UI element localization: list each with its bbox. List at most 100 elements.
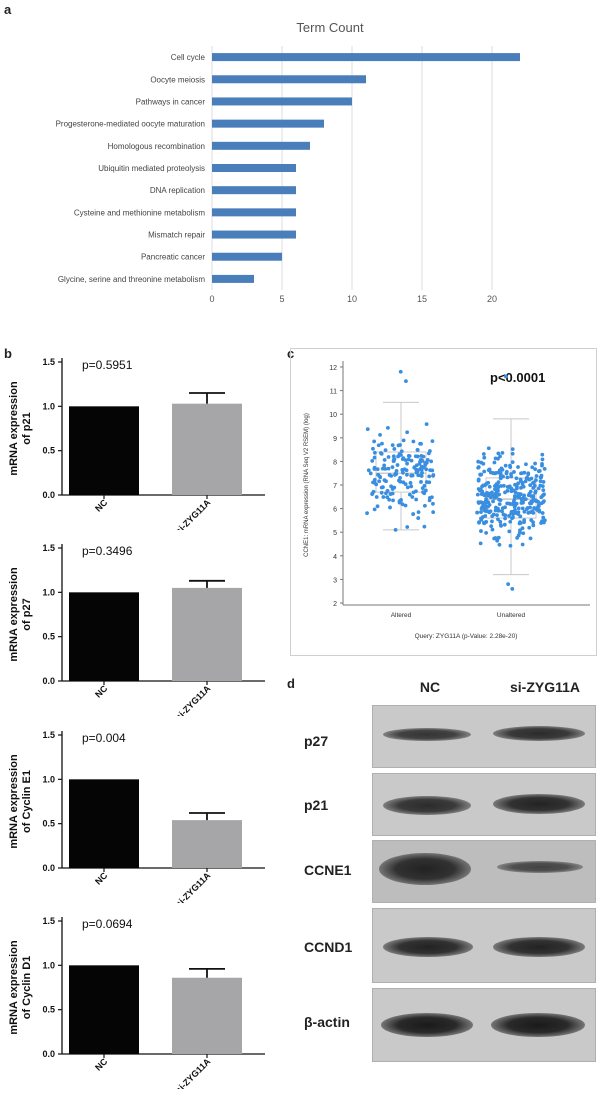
data-point: [419, 480, 423, 484]
category-label: Glycine, serine and threonine metabolism: [58, 275, 206, 284]
x-tick-label: si-ZYG11A: [174, 683, 213, 716]
data-point: [495, 538, 500, 543]
bar: [212, 53, 520, 62]
data-point: [506, 582, 511, 587]
data-point: [505, 488, 510, 493]
data-point: [383, 448, 388, 453]
panel-label-a: a: [4, 2, 12, 17]
data-point: [478, 541, 483, 546]
y-tick-label: 1.0: [42, 587, 55, 597]
data-point: [525, 507, 529, 512]
data-point: [382, 478, 387, 483]
data-point: [414, 489, 418, 494]
bar: [172, 820, 242, 868]
data-point: [528, 510, 533, 515]
data-point: [427, 498, 432, 503]
data-point: [396, 443, 401, 448]
data-point: [522, 520, 526, 525]
y-tick-label: 12: [329, 365, 337, 372]
y-tick-label: 8: [333, 459, 337, 466]
data-point: [540, 452, 545, 457]
data-point: [417, 461, 422, 466]
cyclin-e1-expression-chart: mRNA expressionof Cyclin E1 0.0 0.5 1.0 1.5 p…: [8, 730, 265, 903]
data-point: [518, 492, 523, 497]
data-point: [500, 509, 504, 514]
data-point: [496, 508, 501, 513]
data-point: [497, 492, 502, 497]
y-tick-label: 3: [333, 577, 337, 584]
data-point: [496, 517, 500, 522]
western-blot-panel: NC si-ZYG11A p27 p21 CCNE1 CCND1 β-actin: [290, 676, 600, 1113]
bar: [69, 965, 139, 1054]
data-point: [400, 468, 405, 472]
data-point: [512, 496, 517, 501]
data-point: [496, 470, 501, 475]
x-tick-label: NC: [93, 870, 110, 887]
data-point: [479, 529, 483, 533]
data-point: [490, 490, 494, 495]
x-tick-label: 10: [347, 294, 357, 304]
data-point: [512, 504, 517, 509]
data-point: [411, 512, 416, 516]
data-point: [510, 447, 515, 451]
data-point: [490, 514, 495, 519]
data-point: [498, 519, 503, 524]
category-label: Pathways in cancer: [136, 97, 206, 106]
data-point: [489, 495, 493, 500]
data-point: [410, 495, 415, 499]
data-point: [420, 470, 424, 475]
blot-label-beta-actin: β-actin: [304, 1014, 350, 1030]
data-point: [425, 457, 430, 462]
bar: [212, 97, 352, 106]
data-point: [419, 453, 424, 458]
data-point: [499, 484, 503, 488]
data-point: [531, 486, 536, 490]
data-point: [503, 516, 507, 521]
data-point: [496, 451, 501, 456]
data-point: [397, 499, 402, 504]
data-point: [405, 472, 409, 477]
data-point: [519, 501, 524, 505]
y-tick-label: 0.0: [42, 863, 55, 873]
data-point: [386, 466, 391, 471]
bar: [212, 274, 254, 283]
x-tick-label: Altered: [391, 612, 412, 619]
data-point: [500, 450, 505, 455]
data-point: [496, 456, 500, 461]
y-tick-label: 0.5: [42, 1005, 55, 1015]
data-point: [405, 485, 410, 490]
data-point: [475, 510, 480, 515]
blot-strip-beta-actin: [372, 988, 596, 1062]
data-point: [491, 499, 495, 504]
data-point: [427, 474, 432, 479]
data-point: [380, 441, 384, 446]
data-point: [405, 461, 409, 466]
data-point: [391, 498, 395, 503]
data-point: [422, 503, 427, 508]
data-point: [502, 522, 507, 527]
y-tick-label: 5: [333, 530, 337, 537]
data-point: [490, 527, 495, 532]
data-point: [387, 473, 392, 477]
data-point: [528, 505, 532, 510]
x-tick-label: NC: [93, 497, 110, 514]
bar: [69, 406, 139, 495]
data-point: [375, 467, 380, 472]
data-point: [388, 492, 393, 496]
data-point: [507, 529, 512, 534]
data-point: [538, 479, 543, 484]
data-point: [365, 511, 369, 516]
data-point: [497, 502, 502, 507]
data-point: [396, 454, 400, 459]
data-point: [374, 482, 379, 487]
blot-strip-p27: [372, 705, 596, 768]
y-tick-label: 0.0: [42, 676, 55, 686]
y-axis-label: mRNA expressionof Cyclin D1: [8, 940, 33, 1035]
data-point: [530, 465, 535, 470]
data-point: [424, 460, 429, 465]
data-point: [479, 516, 483, 521]
data-point: [424, 422, 429, 427]
data-point: [528, 501, 532, 506]
bar: [172, 587, 242, 681]
p-value-annotation: p=0.3496: [82, 544, 133, 558]
